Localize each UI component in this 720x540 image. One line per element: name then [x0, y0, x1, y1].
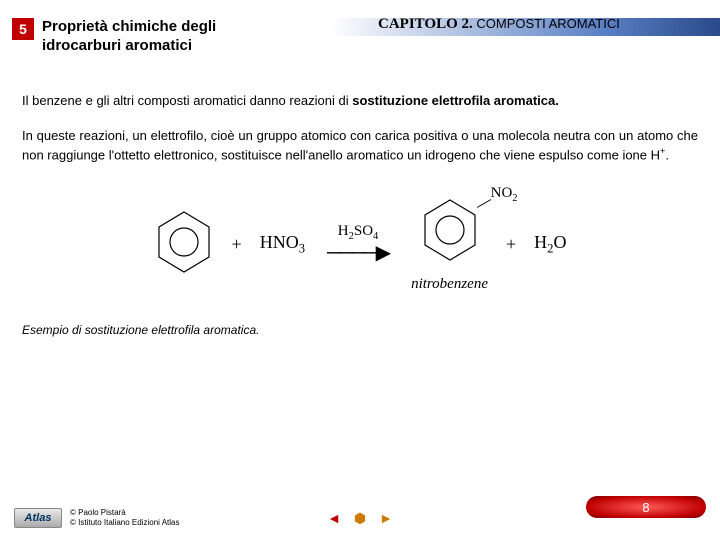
- para1-text: Il benzene e gli altri composti aromatic…: [22, 93, 352, 108]
- no2-substituent: NO2: [491, 185, 518, 204]
- figure-caption: Esempio di sostituzione elettrofila arom…: [0, 317, 720, 337]
- paragraph-1: Il benzene e gli altri composti aromatic…: [22, 92, 698, 110]
- plus-sign-2: +: [506, 234, 516, 255]
- h2o-o: O: [553, 232, 566, 252]
- section-number-badge: 5: [12, 18, 34, 40]
- hno3-sub: 3: [299, 242, 305, 256]
- content-area: Il benzene e gli altri composti aromatic…: [0, 56, 720, 164]
- page-number-pill: 8: [586, 496, 706, 518]
- copyright-line-2: © Istituto Italiano Edizioni Atlas: [70, 518, 180, 528]
- reagent-hno3: HNO3: [260, 232, 305, 257]
- para2-text: In queste reazioni, un elettrofilo, cioè…: [22, 128, 698, 162]
- no2-text: NO: [491, 185, 513, 201]
- copyright-line-1: © Paolo Pistarà: [70, 508, 180, 518]
- plus-sign: +: [232, 234, 242, 255]
- reaction-figure: + HNO3 H2SO4 ────▶ NO2 nitrobenzene + H2…: [0, 179, 720, 309]
- home-button[interactable]: ⬢: [351, 509, 369, 527]
- benzene-ring-icon: [154, 207, 214, 282]
- paragraph-2: In queste reazioni, un elettrofilo, cioè…: [22, 127, 698, 163]
- atlas-logo: Atlas: [14, 508, 62, 528]
- prev-button[interactable]: ◄: [325, 509, 343, 527]
- section-title: Proprietà chimiche degli idrocarburi aro…: [42, 18, 252, 56]
- product-label: nitrobenzene: [411, 276, 488, 293]
- para2-end: .: [665, 147, 669, 162]
- chapter-label: CAPITOLO 2. COMPOSTI AROMATICI: [378, 16, 620, 33]
- next-button[interactable]: ►: [377, 509, 395, 527]
- product-nitrobenzene: NO2 nitrobenzene: [411, 195, 488, 293]
- no2-sub: 2: [512, 193, 517, 204]
- copyright-block: © Paolo Pistarà © Istituto Italiano Ediz…: [70, 508, 180, 527]
- cat-so: SO: [354, 223, 373, 239]
- chapter-subtitle: COMPOSTI AROMATICI: [476, 16, 620, 31]
- para1-bold: sostituzione elettrofila aromatica.: [352, 93, 559, 108]
- benzene-ring-product-icon: NO2: [420, 195, 480, 270]
- h2o-h: H: [534, 232, 547, 252]
- reaction-arrow-group: H2SO4 ────▶: [327, 223, 389, 265]
- cat-h: H: [338, 223, 349, 239]
- product-water: H2O: [534, 232, 566, 257]
- hno3-text: HNO: [260, 232, 299, 252]
- chapter-label-bold: CAPITOLO 2.: [378, 16, 473, 32]
- nav-controls: ◄ ⬢ ►: [325, 509, 395, 527]
- footer-bar: Atlas © Paolo Pistarà © Istituto Italian…: [0, 508, 720, 528]
- arrow-icon: ────▶: [327, 240, 389, 265]
